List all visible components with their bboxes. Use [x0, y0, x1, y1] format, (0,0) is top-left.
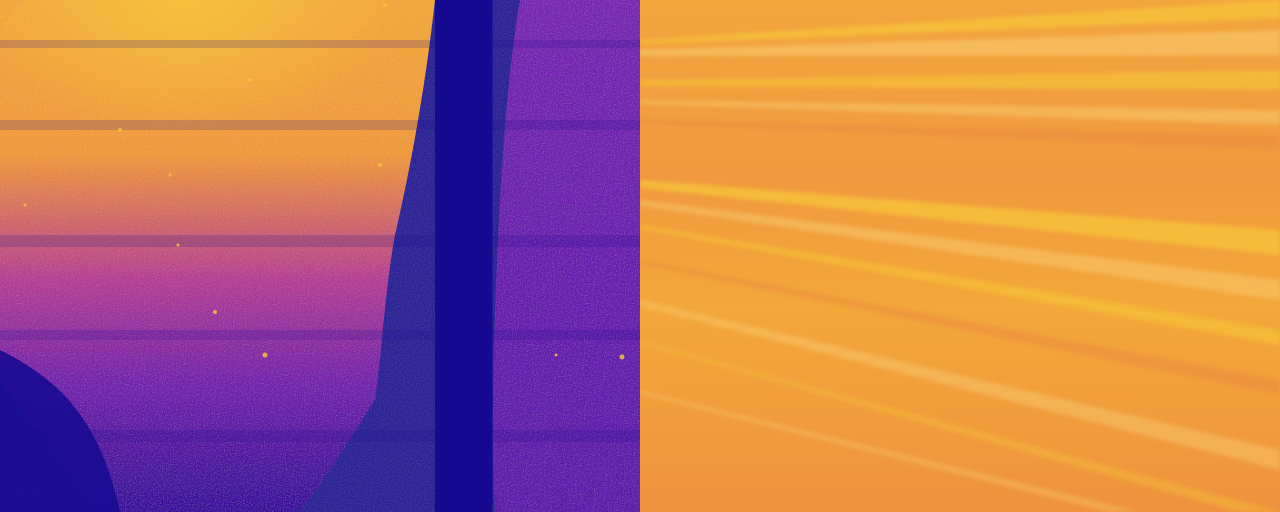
thermal-panel [0, 0, 640, 512]
streak-graphic [640, 0, 1280, 512]
streak-panel [640, 0, 1280, 512]
thermal-graphic [0, 0, 640, 512]
